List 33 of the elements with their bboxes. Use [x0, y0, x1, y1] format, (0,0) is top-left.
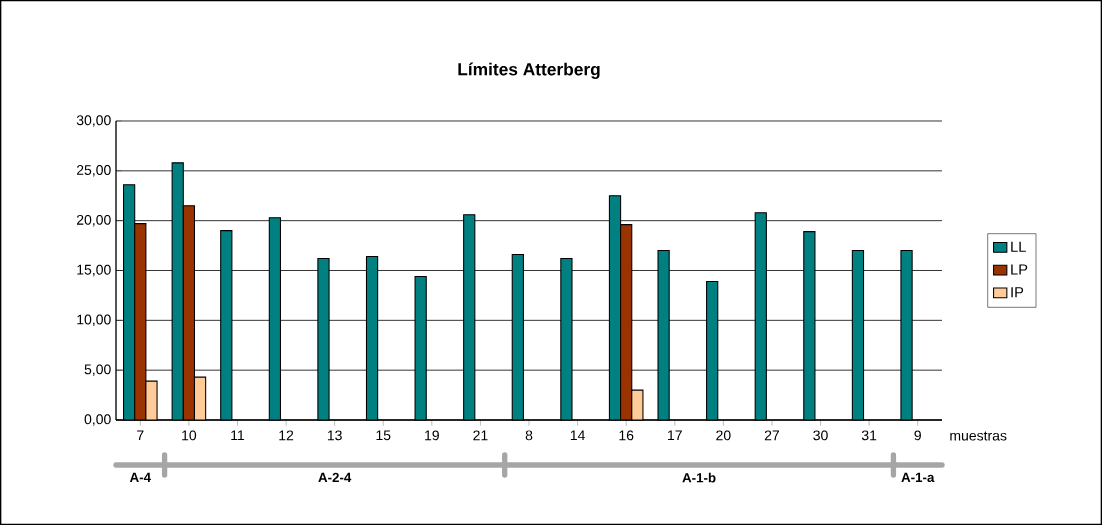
- text: A-4: [129, 472, 151, 482]
- x-tick-label: 21: [473, 430, 488, 441]
- x-tick-label: 30: [813, 430, 828, 441]
- y-tick-label: 5,00: [84, 364, 111, 376]
- x-tick-label: 27: [764, 430, 780, 441]
- text: A-1-b: [682, 472, 716, 483]
- x-tick-label: 8: [525, 430, 533, 441]
- x-tick-label: 12: [279, 430, 294, 441]
- y-tick-label: 0,00: [84, 414, 111, 426]
- text: A-2-4: [318, 472, 352, 483]
- legend-label: LL: [1011, 241, 1026, 252]
- x-tick-label: 14: [570, 430, 585, 441]
- x-tick-label: 20: [716, 430, 731, 441]
- x-tick-label: 11: [231, 430, 245, 441]
- y-tick-label: 10,00: [77, 314, 111, 327]
- x-tick-label: 10: [182, 430, 197, 441]
- legend-label: IP: [1011, 287, 1024, 298]
- y-tick-label: 25,00: [76, 165, 111, 177]
- y-tick-label: 15,00: [77, 264, 111, 277]
- x-tick-label: 15: [376, 430, 391, 441]
- x-tick-label: 16: [619, 430, 634, 441]
- x-tick-label: 31: [861, 430, 877, 441]
- x-tick-label: 7: [137, 430, 144, 441]
- x-tick-label: 13: [327, 430, 342, 441]
- y-tick-label: 20,00: [76, 214, 111, 227]
- x-axis-title: muestras: [950, 431, 1007, 441]
- legend-label: LP: [1011, 264, 1028, 275]
- x-tick-label: 17: [668, 430, 682, 441]
- chart-title: Límites Atterberg: [458, 62, 600, 79]
- x-tick-label: 19: [425, 430, 439, 441]
- y-tick-label: 30,00: [76, 115, 111, 127]
- text: A-1-a: [901, 472, 935, 483]
- x-tick-label: 9: [914, 430, 921, 441]
